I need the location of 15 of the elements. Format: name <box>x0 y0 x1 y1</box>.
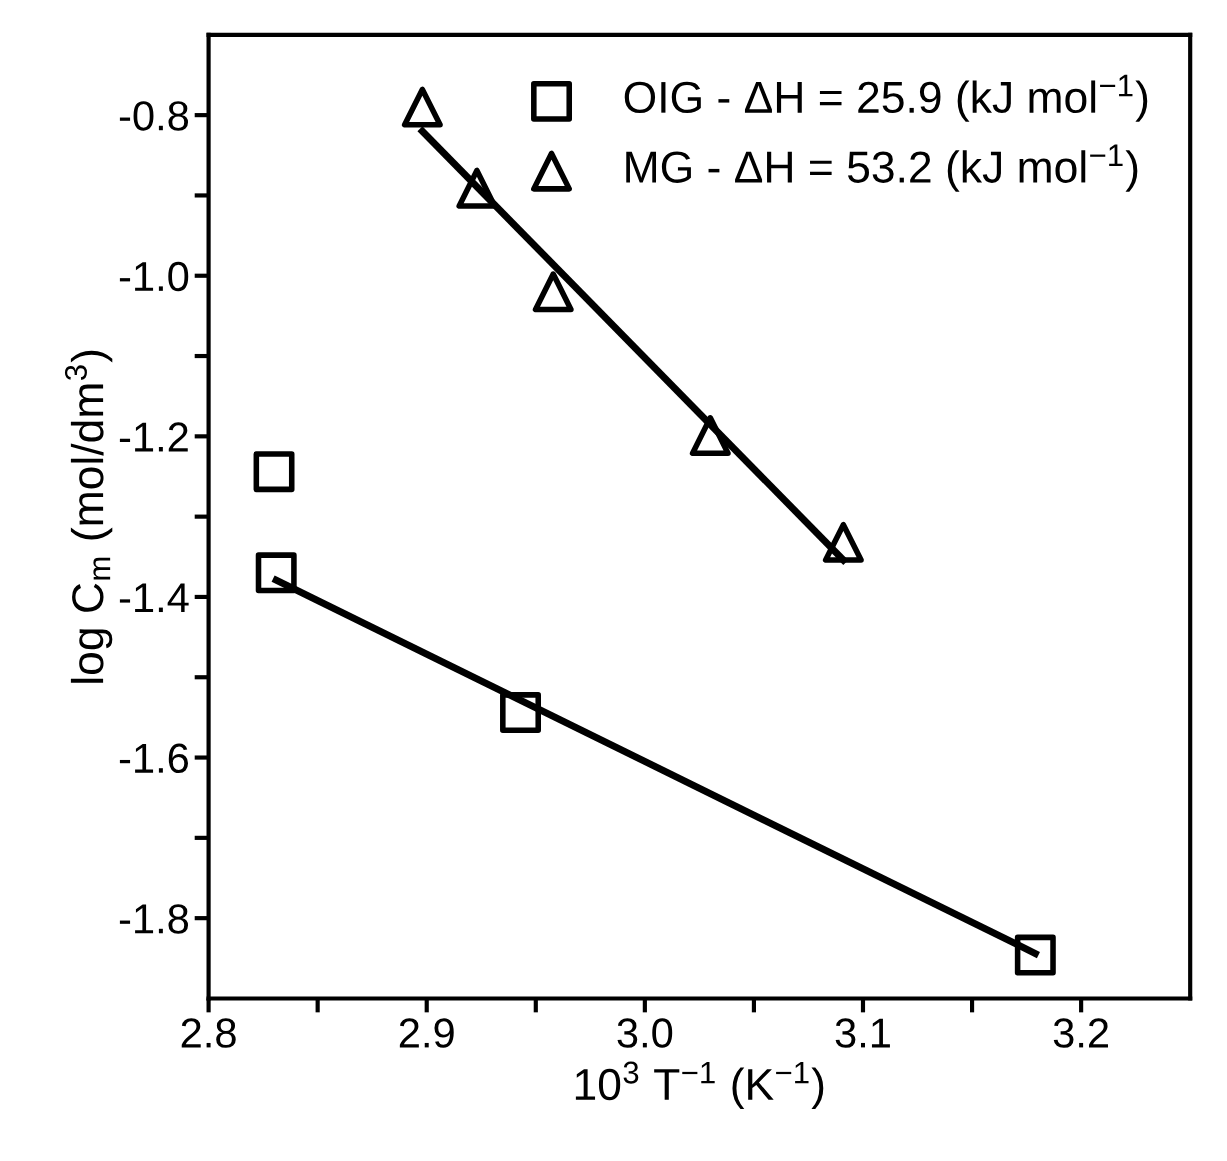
x-tick-label: 3.2 <box>1053 1018 1108 1048</box>
x-tick-label: 2.9 <box>399 1018 454 1048</box>
y-axis-title: log C$_{m}$ (mol/dm$^{3}$) <box>64 350 113 683</box>
y-tick-label: -1.8 <box>119 904 189 934</box>
x-tick-label: 3.1 <box>835 1018 890 1048</box>
y-tick-label: -1.2 <box>119 422 188 452</box>
y-tick-label: -1.4 <box>119 583 189 613</box>
y-tick-label: -1.6 <box>119 743 189 774</box>
legend-label: MG - ΔH = 53.2 (kJ mol$^{−1}$) <box>626 144 1138 192</box>
x-tick-label: 2.8 <box>181 1018 236 1048</box>
y-tick-label: -0.8 <box>119 101 189 131</box>
y-tick-label: -1.0 <box>119 261 189 292</box>
legend-label: OIG - ΔH = 25.9 (kJ mol$^{−1}$) <box>624 74 1148 122</box>
x-axis-title: 10$^{3}$ T$^{−1}$ (K$^{−1}$) <box>575 1061 824 1109</box>
x-tick-label: 3.0 <box>617 1018 673 1048</box>
